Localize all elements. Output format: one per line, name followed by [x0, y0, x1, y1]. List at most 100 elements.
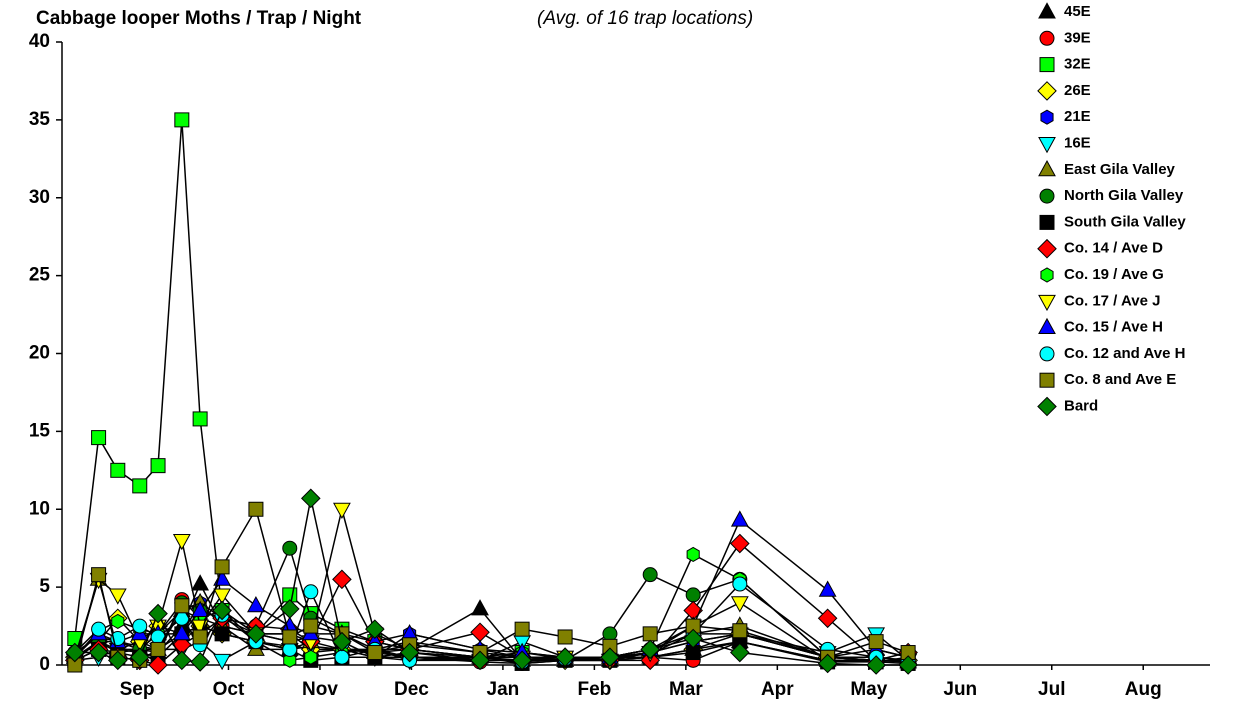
data-point [191, 574, 210, 591]
data-point [868, 634, 884, 650]
x-tick-label: Apr [761, 679, 794, 700]
data-point [642, 567, 658, 583]
legend-marker [1038, 317, 1056, 335]
data-point [301, 488, 321, 509]
data-point [602, 626, 618, 642]
data-point [247, 596, 265, 613]
data-point [172, 624, 191, 641]
data-point [172, 650, 192, 671]
data-point [303, 584, 319, 600]
series-line [74, 498, 909, 666]
data-point [91, 430, 107, 446]
x-tick-label: May [850, 679, 887, 700]
data-point [279, 599, 300, 619]
series [64, 488, 918, 675]
data-point [212, 600, 232, 621]
data-point [214, 626, 230, 642]
legend-marker [1039, 346, 1055, 362]
data-point [685, 587, 701, 603]
legend-label: South Gila Valley [1064, 213, 1186, 230]
legend-marker [1038, 160, 1056, 177]
legend-marker [1037, 81, 1057, 101]
data-point [470, 650, 490, 671]
data-point [214, 559, 230, 575]
data-point [248, 501, 264, 517]
data-point [64, 642, 85, 663]
data-point [108, 588, 127, 605]
legend-marker [1039, 30, 1055, 46]
legend-label: 32E [1064, 56, 1091, 73]
legend-marker [1038, 294, 1056, 312]
data-point [471, 599, 489, 616]
x-tick-label: Jul [1038, 679, 1065, 700]
data-point [866, 655, 886, 675]
y-tick-label: 40 [29, 31, 50, 52]
data-point [150, 641, 166, 657]
data-point [88, 642, 109, 663]
data-point [683, 628, 703, 649]
data-point [332, 569, 352, 590]
data-point [730, 510, 749, 527]
y-tick-label: 20 [29, 343, 50, 364]
data-point [600, 647, 620, 668]
legend-label: 45E [1064, 3, 1091, 20]
x-tick-label: Jan [487, 679, 520, 700]
legend-marker [1040, 267, 1054, 283]
data-point [732, 623, 748, 639]
data-point [283, 652, 297, 668]
data-point [192, 629, 208, 645]
legend-marker [1039, 57, 1055, 73]
y-tick-label: 30 [29, 187, 50, 208]
x-tick-label: Nov [302, 679, 338, 700]
y-tick-label: 0 [39, 654, 50, 675]
data-point [333, 502, 351, 520]
data-point [365, 619, 385, 639]
data-point [334, 649, 350, 665]
data-point [148, 655, 168, 675]
data-point [282, 629, 298, 645]
legend-marker [1037, 396, 1057, 417]
chart-title: Cabbage looper Moths / Trap / Night [36, 8, 362, 29]
data-point [190, 652, 210, 672]
data-point [91, 621, 107, 637]
data-point [732, 576, 748, 592]
data-point [129, 647, 150, 668]
legend-marker [1038, 137, 1056, 154]
legend-marker [1039, 214, 1055, 230]
data-point [730, 596, 749, 613]
legend-marker [1037, 238, 1057, 259]
y-tick-label: 10 [29, 498, 50, 519]
legend-marker [1038, 2, 1056, 19]
data-point [132, 618, 148, 634]
legend-label: Co. 17 / Ave J [1064, 292, 1160, 309]
x-tick-label: Aug [1125, 679, 1162, 700]
data-point [332, 631, 352, 652]
legend-label: 16E [1064, 134, 1091, 151]
data-point [192, 411, 208, 427]
data-point [304, 649, 318, 665]
y-tick-label: 15 [29, 420, 51, 441]
data-point [132, 478, 148, 494]
data-point [557, 629, 573, 645]
x-tick-label: Feb [577, 679, 611, 700]
data-point [282, 641, 298, 657]
legend-label: Co. 19 / Ave G [1064, 266, 1164, 283]
data-point [172, 533, 191, 551]
data-point [470, 622, 490, 643]
data-point [303, 618, 319, 634]
data-point [817, 653, 838, 674]
x-tick-label: Jun [943, 679, 977, 700]
data-point [150, 458, 166, 474]
data-point [174, 112, 190, 128]
data-point [817, 608, 838, 629]
data-point [399, 642, 420, 663]
x-tick-label: Dec [394, 679, 429, 700]
x-tick-label: Sep [120, 679, 155, 700]
data-point [174, 598, 190, 614]
x-tick-label: Oct [213, 679, 245, 700]
legend-label: 26E [1064, 82, 1091, 99]
data-point [191, 600, 210, 617]
legend-label: Co. 14 / Ave D [1064, 240, 1163, 257]
data-point [282, 540, 298, 556]
